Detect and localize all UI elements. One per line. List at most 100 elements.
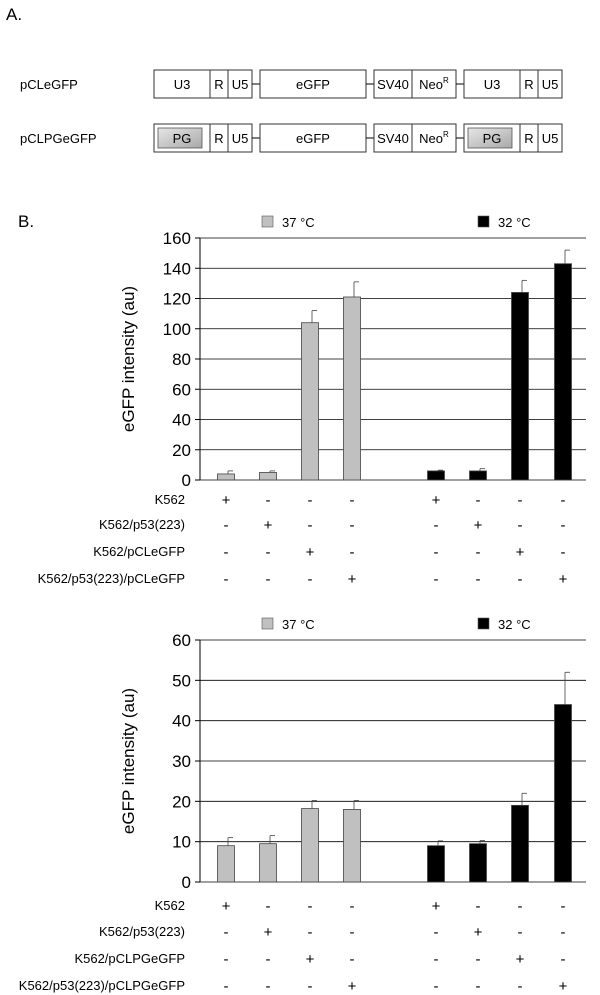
condition-sign: -: [434, 978, 439, 995]
segment-superscript: R: [443, 76, 449, 85]
construct-segment: [259, 69, 367, 99]
segment-label: R: [524, 77, 533, 92]
segment-label: U5: [232, 77, 249, 92]
condition-sign: -: [350, 492, 355, 509]
bar: [427, 845, 445, 883]
bar: [217, 473, 235, 481]
segment-label: eGFP: [296, 131, 330, 146]
condition-sign: +: [474, 517, 483, 534]
segment-label: eGFP: [296, 77, 330, 92]
condition-sign: +: [432, 898, 441, 915]
segment-label: U5: [232, 131, 249, 146]
construct-segment: [411, 69, 457, 99]
condition-sign: -: [308, 898, 313, 915]
chart-bottom: 0 10 20 30 40 50 60 eGFP intensity (au) 37 °C 32 …: [19, 617, 586, 995]
segment-label: R: [214, 77, 223, 92]
condition-sign: +: [348, 978, 357, 995]
condition-sign: -: [434, 517, 439, 534]
condition-sign: -: [266, 544, 271, 561]
condition-sign: -: [476, 492, 481, 509]
condition-sign: +: [474, 924, 483, 941]
segment-superscript: R: [443, 130, 449, 139]
condition-sign: -: [308, 492, 313, 509]
segment-label: SV40: [377, 77, 409, 92]
bar: [427, 470, 445, 481]
condition-sign: -: [476, 978, 481, 995]
promoter-box: [157, 127, 203, 149]
y-tick-label: 30: [172, 752, 191, 771]
chart-top: 0 20 40 60 80 100 120 140 160 eGFP intensity (au)…: [38, 215, 586, 588]
condition-label: K562/pCLPGeGFP: [74, 951, 185, 966]
condition-sign: -: [518, 924, 523, 941]
promoter-box: [467, 127, 513, 149]
segment-label: PG: [173, 131, 192, 146]
condition-sign: -: [350, 517, 355, 534]
condition-sign: +: [432, 492, 441, 509]
segment-label: NeoR: [419, 76, 449, 92]
condition-label: K562: [155, 492, 185, 507]
legend-swatch: [261, 617, 274, 630]
bar: [469, 843, 487, 883]
legend-label: 32 °C: [498, 215, 531, 230]
bar: [301, 322, 319, 481]
y-tick-label: 20: [172, 792, 191, 811]
condition-sign: -: [224, 951, 229, 968]
condition-sign: -: [561, 924, 566, 941]
y-axis-label: eGFP intensity (au): [119, 286, 138, 432]
condition-sign: -: [561, 951, 566, 968]
segment-label: R: [214, 131, 223, 146]
construct-row: pCLeGFP U3 R U5 eGFP SV40 NeoR U3 R U5: [20, 69, 563, 99]
condition-sign: +: [264, 517, 273, 534]
y-tick-label: 50: [172, 671, 191, 690]
y-tick-label: 160: [163, 229, 191, 248]
condition-label: K562/p53(223)/pCLPGeGFP: [19, 978, 185, 993]
segment-label: NeoR: [419, 130, 449, 146]
construct-segment: [153, 69, 211, 99]
condition-sign: -: [350, 898, 355, 915]
condition-sign: -: [266, 978, 271, 995]
y-tick-label: 0: [182, 873, 191, 892]
condition-sign: +: [559, 571, 568, 588]
condition-sign: -: [434, 951, 439, 968]
condition-sign: -: [476, 898, 481, 915]
condition-sign: -: [266, 492, 271, 509]
bar: [343, 296, 361, 481]
y-tick-label: 40: [172, 411, 191, 430]
condition-sign: -: [518, 492, 523, 509]
condition-sign: +: [516, 544, 525, 561]
condition-sign: -: [561, 517, 566, 534]
y-tick-label: 40: [172, 712, 191, 731]
y-tick-label: 100: [163, 320, 191, 339]
segment-label: U3: [484, 77, 501, 92]
condition-sign: -: [434, 924, 439, 941]
condition-sign: -: [518, 898, 523, 915]
y-tick-label: 0: [182, 471, 191, 490]
condition-sign: -: [224, 571, 229, 588]
panel-b-label: B.: [18, 212, 34, 231]
construct-diagram: pCLeGFP U3 R U5 eGFP SV40 NeoR U3 R U5 pCLPGeGFP PG…: [20, 69, 563, 153]
y-tick-label: 120: [163, 290, 191, 309]
condition-sign: -: [308, 571, 313, 588]
y-tick-label: 80: [172, 350, 191, 369]
bar: [301, 808, 319, 883]
condition-sign: -: [476, 951, 481, 968]
condition-sign: -: [350, 951, 355, 968]
y-tick-label: 20: [172, 441, 191, 460]
condition-sign: +: [516, 951, 525, 968]
condition-sign: -: [518, 517, 523, 534]
condition-sign: -: [434, 571, 439, 588]
segment-label: PG: [483, 131, 502, 146]
bar: [469, 470, 487, 481]
condition-sign: -: [561, 544, 566, 561]
legend-swatch: [477, 215, 490, 228]
construct-segment: [259, 123, 367, 153]
bar: [259, 472, 277, 481]
segment-label: U3: [174, 77, 191, 92]
condition-sign: -: [266, 898, 271, 915]
construct-segment: [227, 69, 253, 99]
condition-sign: -: [266, 571, 271, 588]
condition-label: K562/p53(223): [99, 517, 185, 532]
panel-a-label: A.: [6, 5, 22, 24]
condition-sign: -: [350, 924, 355, 941]
